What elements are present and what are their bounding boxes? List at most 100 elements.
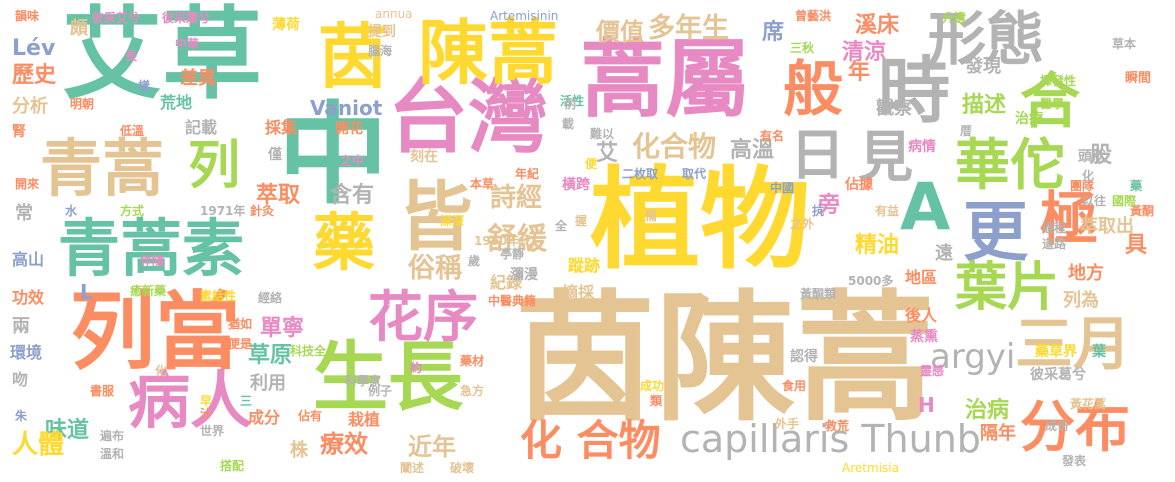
word: 水 [65, 204, 78, 218]
word: 頭狀 [1078, 149, 1106, 165]
word: 韻味 [15, 9, 40, 23]
word: 頗 [70, 18, 88, 39]
word: 化合物 [632, 130, 717, 163]
word: 茵陳蒿 [515, 278, 936, 441]
word: 價值 [596, 18, 644, 46]
word: capillaris Thunb [680, 417, 981, 461]
word: 之外 [790, 217, 815, 231]
word: 1960年代 [474, 234, 532, 248]
word: 搭配 [220, 459, 245, 473]
word: 備 [645, 209, 658, 223]
word: 提到 [368, 24, 396, 40]
word: 溫和 [100, 447, 125, 461]
word: 升遺 [942, 11, 967, 25]
word: 清涼 [842, 40, 887, 65]
word: 華佗 [955, 133, 1066, 197]
word: 樣 [138, 79, 151, 93]
word: 5000多 [848, 274, 894, 288]
word: 分析 [12, 96, 48, 117]
word: 溪床 [855, 13, 900, 38]
word: 藥材 [460, 354, 485, 368]
word: 三 [240, 394, 253, 408]
word: 般 [783, 55, 843, 125]
word: 約 [410, 361, 423, 375]
word: 環境 [10, 343, 43, 362]
word: 腦海 [368, 44, 393, 58]
word: 抗 [812, 204, 825, 218]
word: 外手 [775, 417, 800, 431]
word: 黃花蒿 [1070, 397, 1107, 411]
word: 花序 [368, 285, 479, 349]
word: 例子 [368, 384, 393, 398]
word: 差異 [180, 68, 216, 89]
word: 療效 [320, 430, 368, 458]
word: 中 [278, 91, 388, 219]
word: 團隊 [1070, 179, 1095, 193]
word: 高溫 [730, 138, 775, 163]
word: 方式 [120, 204, 145, 218]
word: 極 [1040, 185, 1099, 253]
word: 素話性 [200, 289, 237, 303]
word: 中醫典籍 [488, 294, 537, 308]
word: 本草 [470, 177, 495, 191]
word: 長 [125, 49, 138, 63]
word: 列為 [1063, 290, 1099, 311]
word: 肘 [565, 97, 578, 111]
word: 觀察 [876, 98, 912, 119]
word: 握 [575, 214, 588, 228]
word: 藥草界 [1035, 344, 1077, 360]
word: 有名 [760, 129, 785, 143]
word: 化 合物 [520, 416, 661, 465]
word: 成功 [640, 379, 665, 393]
word: Aretmisia [842, 461, 899, 475]
word: 記載 [185, 118, 218, 137]
word: 僅 [268, 147, 282, 163]
word: 紀錄 [490, 273, 523, 292]
word: 黃酮 [1130, 204, 1155, 218]
word: 功效 [12, 288, 45, 307]
word: 二枚取 [622, 167, 659, 181]
word: 成分 [248, 408, 281, 427]
word: 青蒿素 [58, 212, 245, 285]
word: 亭靜 [500, 247, 525, 261]
word: 癒新藥 [130, 284, 167, 298]
word: 伴隨 [140, 254, 165, 268]
word: 中國 [770, 181, 795, 195]
word: 治療 [1015, 111, 1043, 127]
word: 病人 [128, 364, 253, 437]
word: 更 [963, 195, 1029, 270]
word: 遠 [935, 243, 953, 264]
word: 萃取 [256, 183, 301, 208]
word: 後人 [905, 306, 938, 325]
word: argyi [930, 337, 1016, 377]
word: 地方 [1068, 263, 1104, 284]
word: 汁 [200, 407, 213, 421]
word: 發表 [1062, 454, 1087, 468]
word: 生長 [313, 333, 464, 421]
word: 單寧 [260, 316, 305, 341]
word: 彼采蕭兮 [162, 11, 211, 25]
word: 含有 [330, 183, 375, 208]
word: 難以 [590, 127, 615, 141]
word: 闡述 [400, 461, 425, 475]
word: 葉 [1092, 344, 1106, 360]
word: 青蒿 [40, 132, 165, 205]
word: 救荒 [825, 419, 850, 433]
word: 科學家 [345, 374, 382, 388]
word: 取代 [682, 167, 707, 181]
word: 彼采艾兮 [92, 11, 141, 25]
word: 猶如 [228, 317, 253, 331]
word: 佔有 [298, 409, 323, 423]
word: 常 [15, 203, 33, 224]
word: 早 [200, 394, 213, 408]
word: 國際 [1112, 194, 1137, 208]
word: 世界 [200, 424, 225, 438]
word: 皆 [398, 173, 474, 261]
word: 黃酮類 [800, 287, 837, 301]
word: 認得 [790, 349, 818, 365]
word: 三秋 [790, 41, 815, 55]
word: 過程 [1042, 221, 1067, 235]
word: 列當 [70, 283, 241, 382]
word: 病情 [908, 139, 936, 155]
word: 彼采葛兮 [1030, 367, 1086, 383]
